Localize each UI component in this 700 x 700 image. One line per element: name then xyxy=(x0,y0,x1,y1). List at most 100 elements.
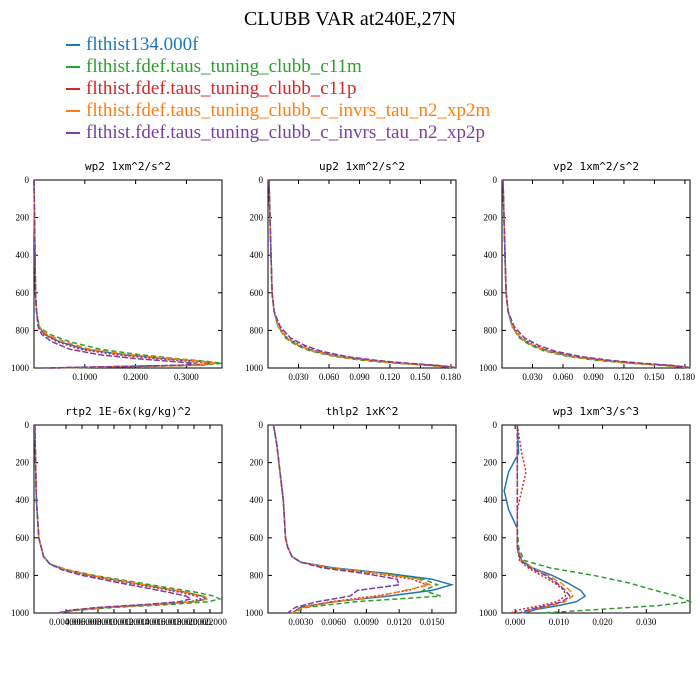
y-tick-label: 800 xyxy=(484,325,498,335)
panel-1: wp2 1xm^2/s^2 0 200 400 600 800 1000 0.1000 0.20… xyxy=(11,160,223,382)
series-line-3 xyxy=(34,424,203,614)
plot-frame xyxy=(33,424,223,614)
y-tick-label: 0 xyxy=(259,420,264,430)
panel-6: wp3 1xm^3/s^3 0 200 400 600 800 1000 0.000 0.010… xyxy=(479,405,693,627)
x-tick-label: 0.006000 xyxy=(65,617,99,627)
x-tick-label: 0.008000 xyxy=(81,617,115,627)
x-tick-label: 0.020000 xyxy=(177,617,211,627)
series-line-1 xyxy=(502,179,691,369)
series-line-1 xyxy=(268,179,457,369)
series-line-2 xyxy=(268,179,457,369)
y-tick-label: 1000 xyxy=(245,363,264,373)
x-tick-label: 0.120 xyxy=(380,372,401,382)
legend-item: flthist.fdef.taus_tuning_clubb_c11m xyxy=(66,56,490,78)
y-tick-label: 600 xyxy=(484,533,498,543)
series-line-1 xyxy=(34,424,208,614)
legend-swatch xyxy=(66,132,80,134)
legend-label: flthist.fdef.taus_tuning_clubb_c11m xyxy=(86,56,362,77)
x-tick-label: 0.2000 xyxy=(123,372,148,382)
x-tick-label: 0.0090 xyxy=(354,617,379,627)
y-tick-label: 1000 xyxy=(245,608,264,618)
panel-title: wp2 1xm^2/s^2 xyxy=(85,160,171,173)
legend-swatch xyxy=(66,88,80,90)
series-line-2 xyxy=(516,425,693,614)
series-line-3 xyxy=(502,179,691,369)
legend-label: flthist.fdef.taus_tuning_clubb_c11p xyxy=(86,78,357,99)
x-tick-label: 0.000 xyxy=(505,617,526,627)
x-tick-label: 0.150 xyxy=(644,372,665,382)
x-tick-label: 0.180 xyxy=(441,372,462,382)
series-line-3 xyxy=(510,424,567,614)
y-tick-label: 0 xyxy=(493,420,498,430)
x-tick-label: 0.030 xyxy=(288,372,309,382)
y-tick-label: 800 xyxy=(250,325,264,335)
legend-item: flthist.fdef.taus_tuning_clubb_c_invrs_t… xyxy=(66,100,490,122)
x-tick-label: 0.022000 xyxy=(193,617,227,627)
y-tick-label: 400 xyxy=(16,250,30,260)
series-line-3 xyxy=(268,179,457,369)
x-tick-label: 0.0060 xyxy=(321,617,346,627)
y-tick-label: 400 xyxy=(250,250,264,260)
y-tick-label: 200 xyxy=(250,458,264,468)
legend-label: flthist134.000f xyxy=(86,34,199,55)
series-line-2 xyxy=(34,424,222,614)
x-tick-label: 0.012000 xyxy=(113,617,147,627)
series-line-4 xyxy=(272,424,433,614)
legend-item: flthist.fdef.taus_tuning_clubb_c11p xyxy=(66,78,490,100)
series-line-4 xyxy=(34,424,211,614)
x-tick-label: 0.1000 xyxy=(72,372,97,382)
legend: flthist134.000f flthist.fdef.taus_tuning_… xyxy=(66,34,490,144)
legend-label: flthist.fdef.taus_tuning_clubb_c_invrs_t… xyxy=(86,122,485,143)
legend-swatch xyxy=(66,110,80,112)
series-line-4 xyxy=(33,179,217,369)
y-tick-label: 1000 xyxy=(11,608,30,618)
x-tick-label: 0.0120 xyxy=(387,617,412,627)
panel-2: up2 1xm^2/s^2 0 200 400 600 800 1000 0.030 0.060… xyxy=(245,160,462,382)
x-tick-label: 0.004000 xyxy=(49,617,83,627)
x-tick-label: 0.030 xyxy=(636,617,657,627)
y-tick-label: 1000 xyxy=(479,363,498,373)
series-line-1 xyxy=(503,424,587,614)
series-line-5 xyxy=(272,424,401,614)
x-tick-label: 0.090 xyxy=(583,372,604,382)
panel-title: up2 1xm^2/s^2 xyxy=(319,160,405,173)
panel-title: thlp2 1xK^2 xyxy=(326,405,399,418)
series-line-2 xyxy=(502,179,691,369)
y-tick-label: 0 xyxy=(493,175,498,185)
y-tick-label: 600 xyxy=(16,288,30,298)
legend-label: flthist.fdef.taus_tuning_clubb_c_invrs_t… xyxy=(86,100,491,121)
page-title: CLUBB VAR at240E,27N xyxy=(243,8,457,30)
x-tick-label: 0.030 xyxy=(522,372,543,382)
x-tick-label: 0.010000 xyxy=(97,617,131,627)
y-tick-label: 200 xyxy=(484,458,498,468)
x-tick-label: 0.060 xyxy=(553,372,574,382)
legend-swatch xyxy=(66,44,80,46)
series-line-2 xyxy=(272,424,441,614)
legend-item: flthist.fdef.taus_tuning_clubb_c_invrs_t… xyxy=(66,122,490,144)
y-tick-label: 200 xyxy=(16,458,30,468)
series-line-2 xyxy=(33,179,223,369)
y-tick-label: 0 xyxy=(25,420,30,430)
y-tick-label: 600 xyxy=(250,533,264,543)
plot-frame xyxy=(501,179,691,369)
panel-3: vp2 1xm^2/s^2 0 200 400 600 800 1000 0.030 0.060… xyxy=(479,160,696,382)
x-tick-label: 0.016000 xyxy=(145,617,179,627)
y-tick-label: 200 xyxy=(484,213,498,223)
y-tick-label: 800 xyxy=(16,325,30,335)
x-tick-label: 0.014000 xyxy=(129,617,163,627)
panel-5: thlp2 1xK^2 0 200 400 600 800 1000 0.0030 0.0060… xyxy=(245,405,457,627)
x-tick-label: 0.020 xyxy=(592,617,613,627)
series-line-3 xyxy=(272,424,429,614)
x-tick-label: 0.010 xyxy=(549,617,570,627)
y-tick-label: 600 xyxy=(250,288,264,298)
y-tick-label: 800 xyxy=(250,570,264,580)
series-line-5 xyxy=(268,179,457,369)
plot-frame xyxy=(267,179,457,369)
y-tick-label: 0 xyxy=(259,175,264,185)
x-tick-label: 0.018000 xyxy=(161,617,195,627)
series-line-4 xyxy=(268,179,457,369)
y-tick-label: 0 xyxy=(25,175,30,185)
x-tick-label: 0.0150 xyxy=(420,617,445,627)
y-tick-label: 600 xyxy=(16,533,30,543)
